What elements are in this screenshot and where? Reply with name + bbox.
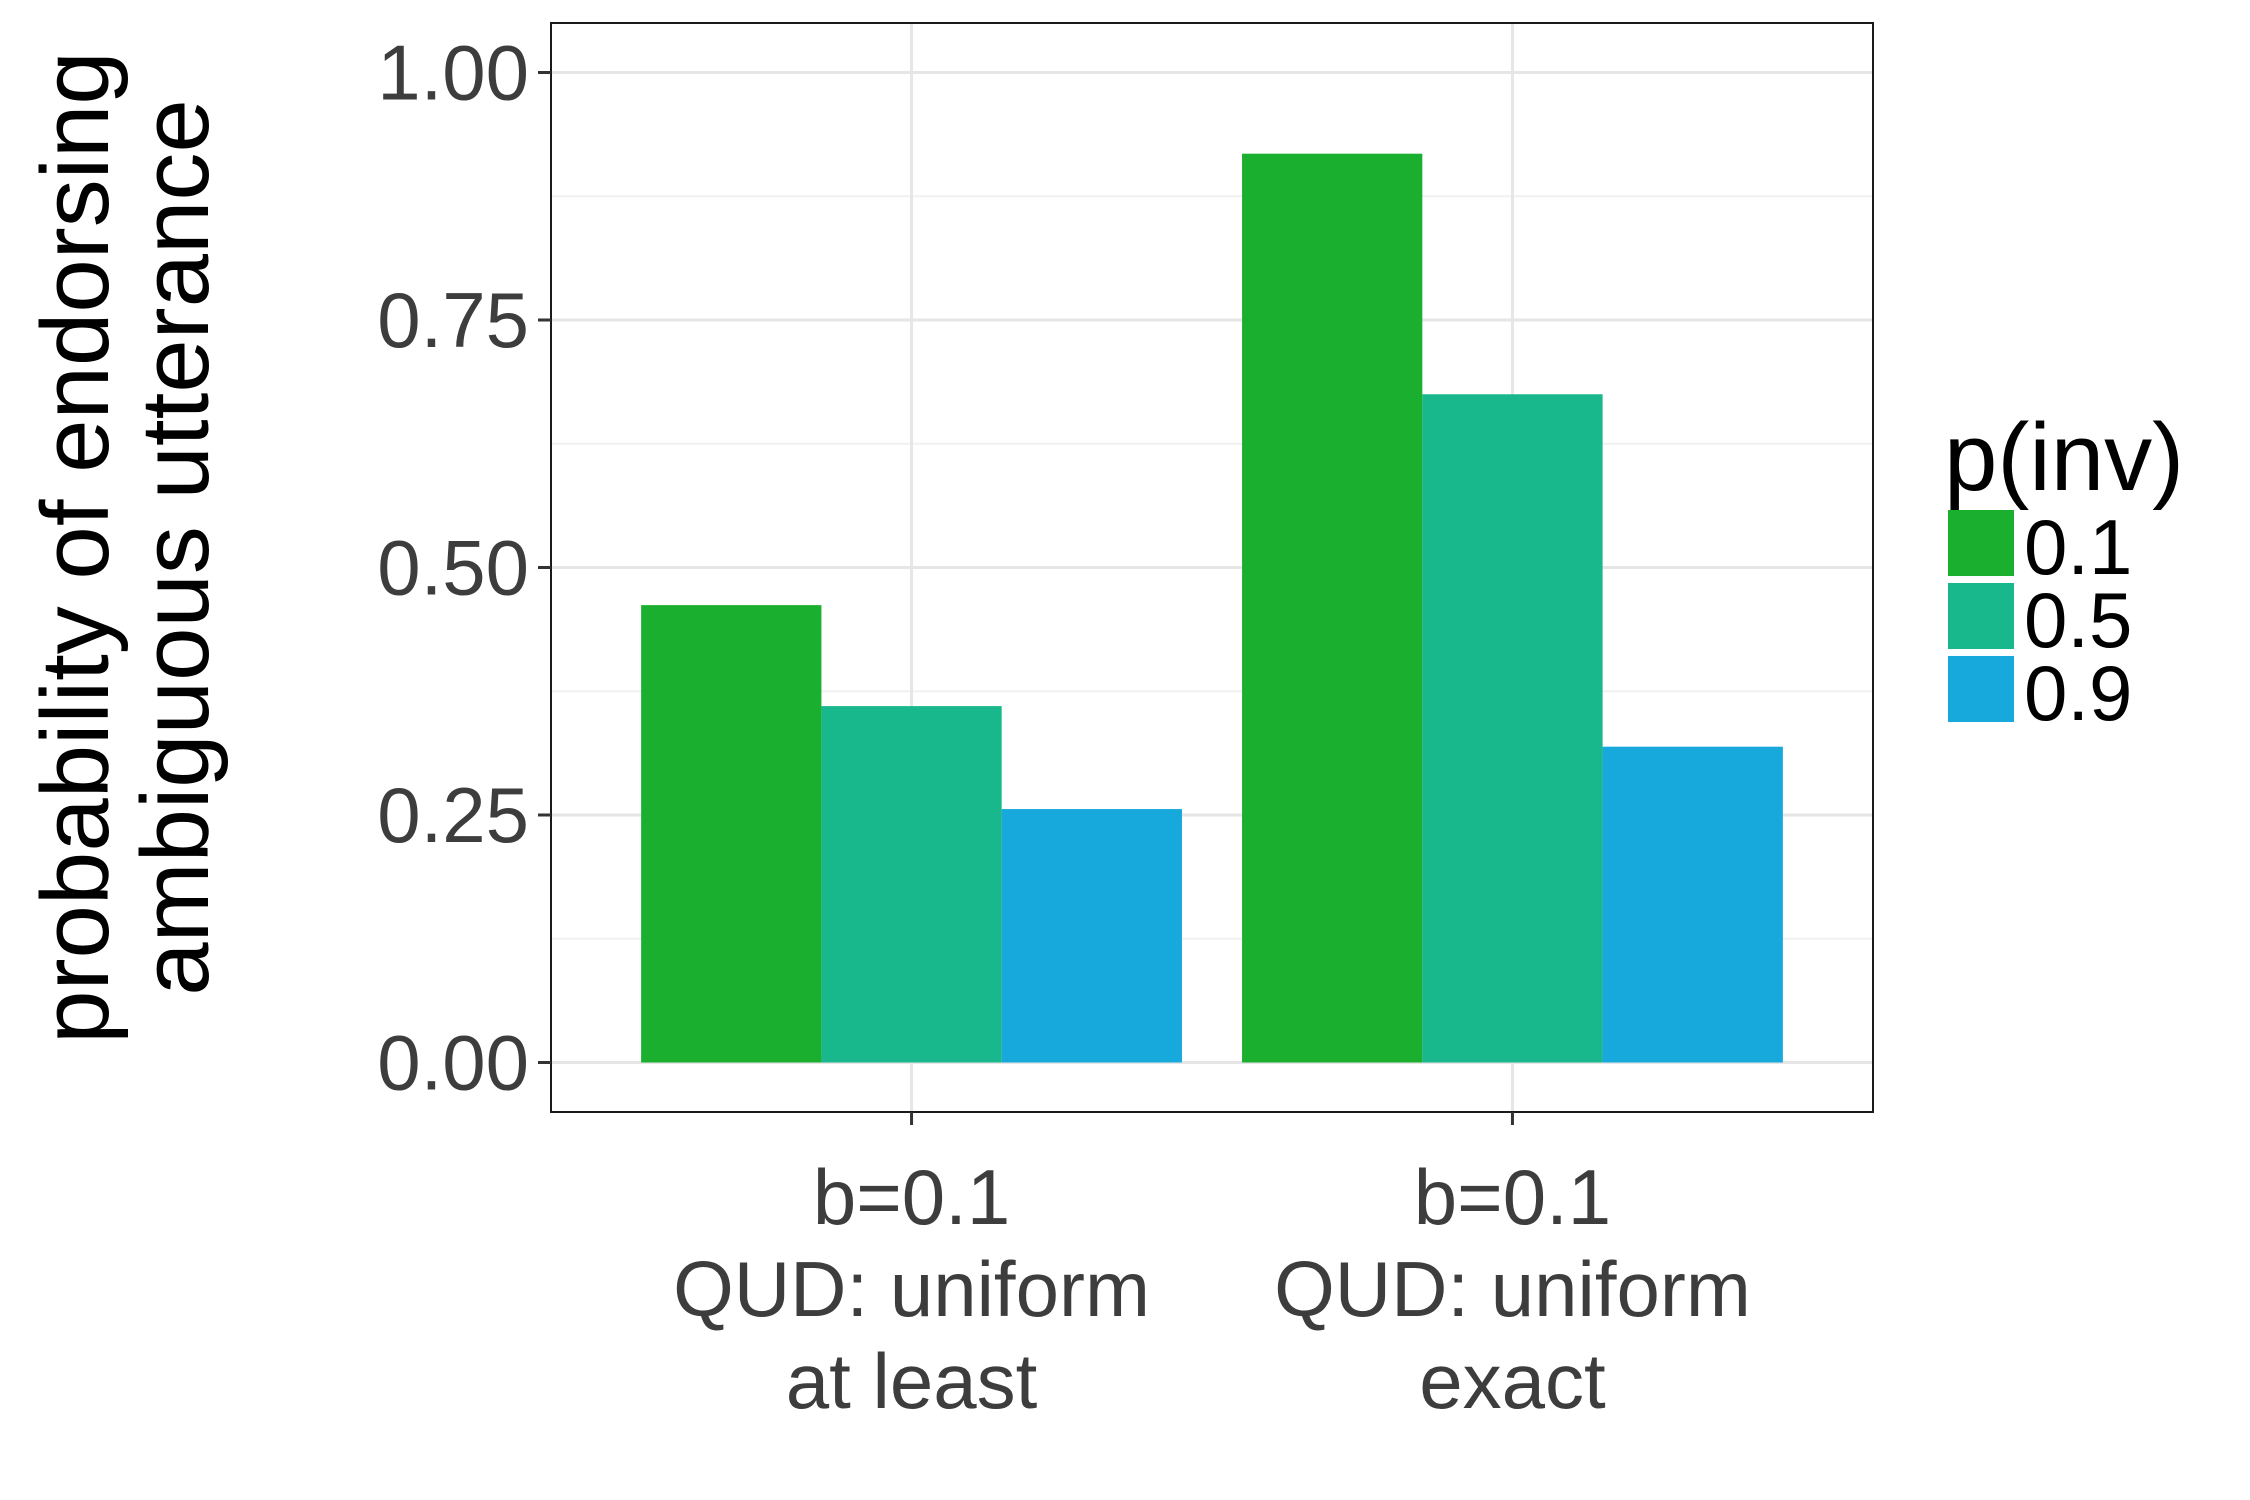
legend: p(inv)0.10.50.9 bbox=[1944, 404, 2184, 737]
y-axis: 0.00 0.25 0.50 0.75 1.00 bbox=[377, 29, 551, 1107]
bar bbox=[641, 605, 822, 1063]
x-tick-label: exact bbox=[1419, 1337, 1606, 1425]
x-tick-label: b=0.1 bbox=[813, 1153, 1010, 1241]
bars bbox=[641, 153, 1783, 1063]
y-tick-label: 0.75 bbox=[377, 276, 529, 364]
legend-key bbox=[1948, 583, 2014, 649]
y-tick-label: 0.50 bbox=[377, 524, 529, 612]
legend-key bbox=[1948, 510, 2014, 576]
x-tick-label: QUD: uniform bbox=[1274, 1245, 1751, 1333]
y-axis-title-line: probability of endorsing bbox=[22, 51, 129, 1044]
bar bbox=[821, 706, 1002, 1063]
y-tick-label: 1.00 bbox=[377, 29, 529, 117]
legend-label: 0.9 bbox=[2024, 649, 2132, 737]
bar bbox=[1422, 394, 1603, 1063]
legend-label: 0.1 bbox=[2024, 503, 2132, 591]
y-axis-title-line: ambiguous utterance bbox=[122, 99, 229, 996]
y-tick-label: 0.00 bbox=[377, 1019, 529, 1107]
legend-title: p(inv) bbox=[1944, 404, 2184, 511]
y-tick-label: 0.25 bbox=[377, 771, 529, 859]
bar bbox=[1001, 809, 1182, 1063]
legend-key bbox=[1948, 656, 2014, 722]
bar bbox=[1602, 746, 1783, 1063]
legend-label: 0.5 bbox=[2024, 576, 2132, 664]
x-tick-label: b=0.1 bbox=[1414, 1153, 1611, 1241]
bar bbox=[1242, 153, 1423, 1063]
x-tick-label: at least bbox=[786, 1337, 1038, 1425]
x-tick-label: QUD: uniform bbox=[673, 1245, 1150, 1333]
